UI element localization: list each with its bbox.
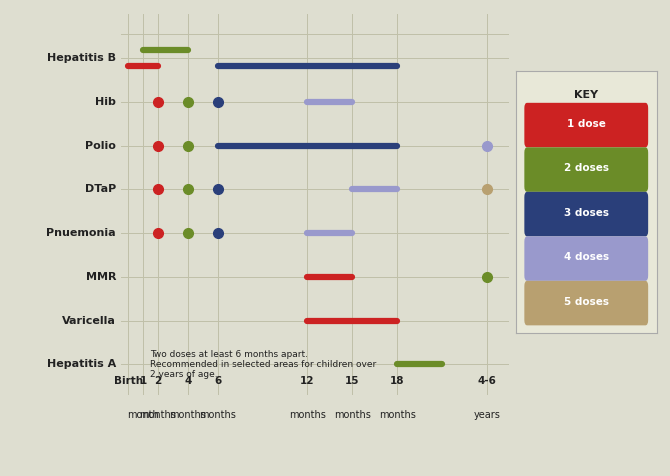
Text: 4-6: 4-6 [477, 376, 496, 386]
Text: KEY: KEY [574, 89, 598, 100]
Text: Two doses at least 6 months apart.
Recommended in selected areas for children ov: Two doses at least 6 months apart. Recom… [151, 349, 377, 379]
Text: 15: 15 [345, 376, 360, 386]
Text: 18: 18 [390, 376, 405, 386]
Text: 4: 4 [184, 376, 192, 386]
Text: 5 doses: 5 doses [563, 297, 609, 307]
Text: Hib: Hib [95, 97, 116, 107]
Text: 1: 1 [139, 376, 147, 386]
Text: 4 doses: 4 doses [563, 252, 609, 262]
Text: Varicella: Varicella [62, 316, 116, 326]
FancyBboxPatch shape [525, 192, 648, 237]
Text: 6: 6 [214, 376, 221, 386]
Text: month: month [127, 410, 159, 420]
Text: DTaP: DTaP [85, 184, 116, 194]
Text: Hepatitis A: Hepatitis A [47, 359, 116, 369]
Text: 2: 2 [154, 376, 161, 386]
FancyBboxPatch shape [525, 147, 648, 192]
FancyBboxPatch shape [525, 103, 648, 148]
Text: 2 doses: 2 doses [563, 163, 609, 173]
Text: Birth: Birth [113, 376, 143, 386]
Text: MMR: MMR [86, 272, 116, 282]
Text: Polio: Polio [85, 140, 116, 150]
Text: months: months [199, 410, 237, 420]
Text: 12: 12 [300, 376, 315, 386]
Text: months: months [379, 410, 415, 420]
Text: Pnuemonia: Pnuemonia [46, 228, 116, 238]
Text: months: months [334, 410, 371, 420]
FancyBboxPatch shape [525, 236, 648, 281]
Text: 1 dose: 1 dose [567, 119, 606, 129]
FancyBboxPatch shape [525, 281, 648, 326]
Text: Hepatitis B: Hepatitis B [47, 53, 116, 63]
Text: months: months [170, 410, 206, 420]
Text: months: months [289, 410, 326, 420]
Text: 3 doses: 3 doses [563, 208, 609, 218]
Text: years: years [473, 410, 500, 420]
Text: months: months [139, 410, 176, 420]
